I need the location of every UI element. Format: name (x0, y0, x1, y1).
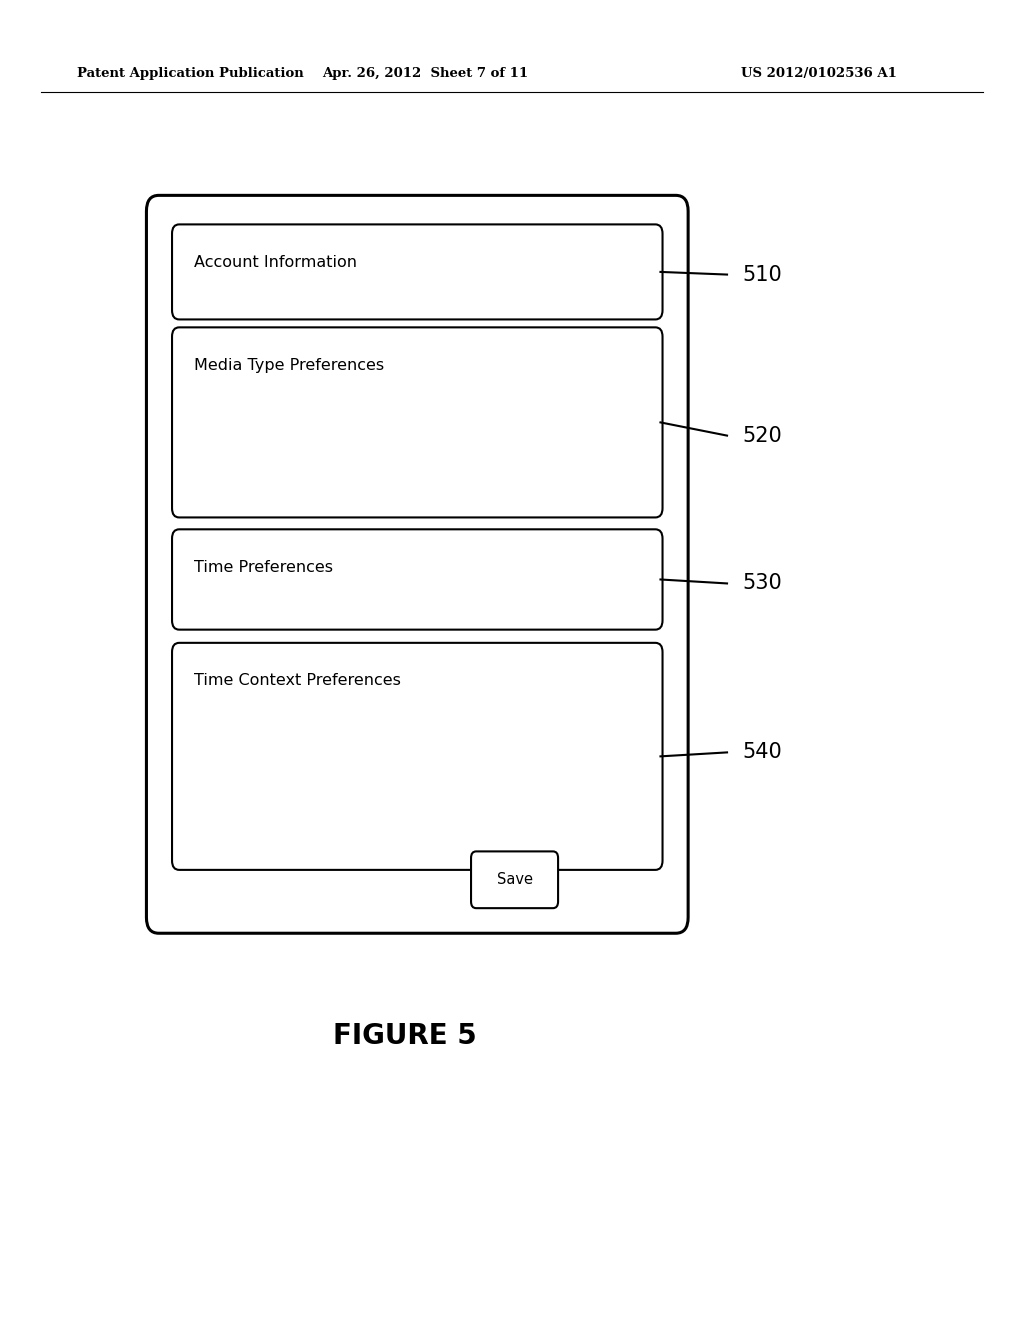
Text: FIGURE 5: FIGURE 5 (333, 1022, 476, 1051)
FancyBboxPatch shape (471, 851, 558, 908)
Text: Time Preferences: Time Preferences (194, 560, 333, 574)
Text: Save: Save (497, 873, 532, 887)
FancyBboxPatch shape (172, 529, 663, 630)
Text: 540: 540 (742, 742, 782, 763)
Text: 520: 520 (742, 425, 782, 446)
Text: 510: 510 (742, 264, 782, 285)
FancyBboxPatch shape (146, 195, 688, 933)
Text: Media Type Preferences: Media Type Preferences (194, 358, 384, 372)
Text: Apr. 26, 2012  Sheet 7 of 11: Apr. 26, 2012 Sheet 7 of 11 (322, 67, 528, 81)
Text: Account Information: Account Information (194, 255, 356, 269)
Text: Time Context Preferences: Time Context Preferences (194, 673, 400, 688)
Text: 530: 530 (742, 573, 782, 594)
FancyBboxPatch shape (172, 224, 663, 319)
FancyBboxPatch shape (172, 643, 663, 870)
Text: US 2012/0102536 A1: US 2012/0102536 A1 (741, 67, 897, 81)
Text: Patent Application Publication: Patent Application Publication (77, 67, 303, 81)
FancyBboxPatch shape (172, 327, 663, 517)
